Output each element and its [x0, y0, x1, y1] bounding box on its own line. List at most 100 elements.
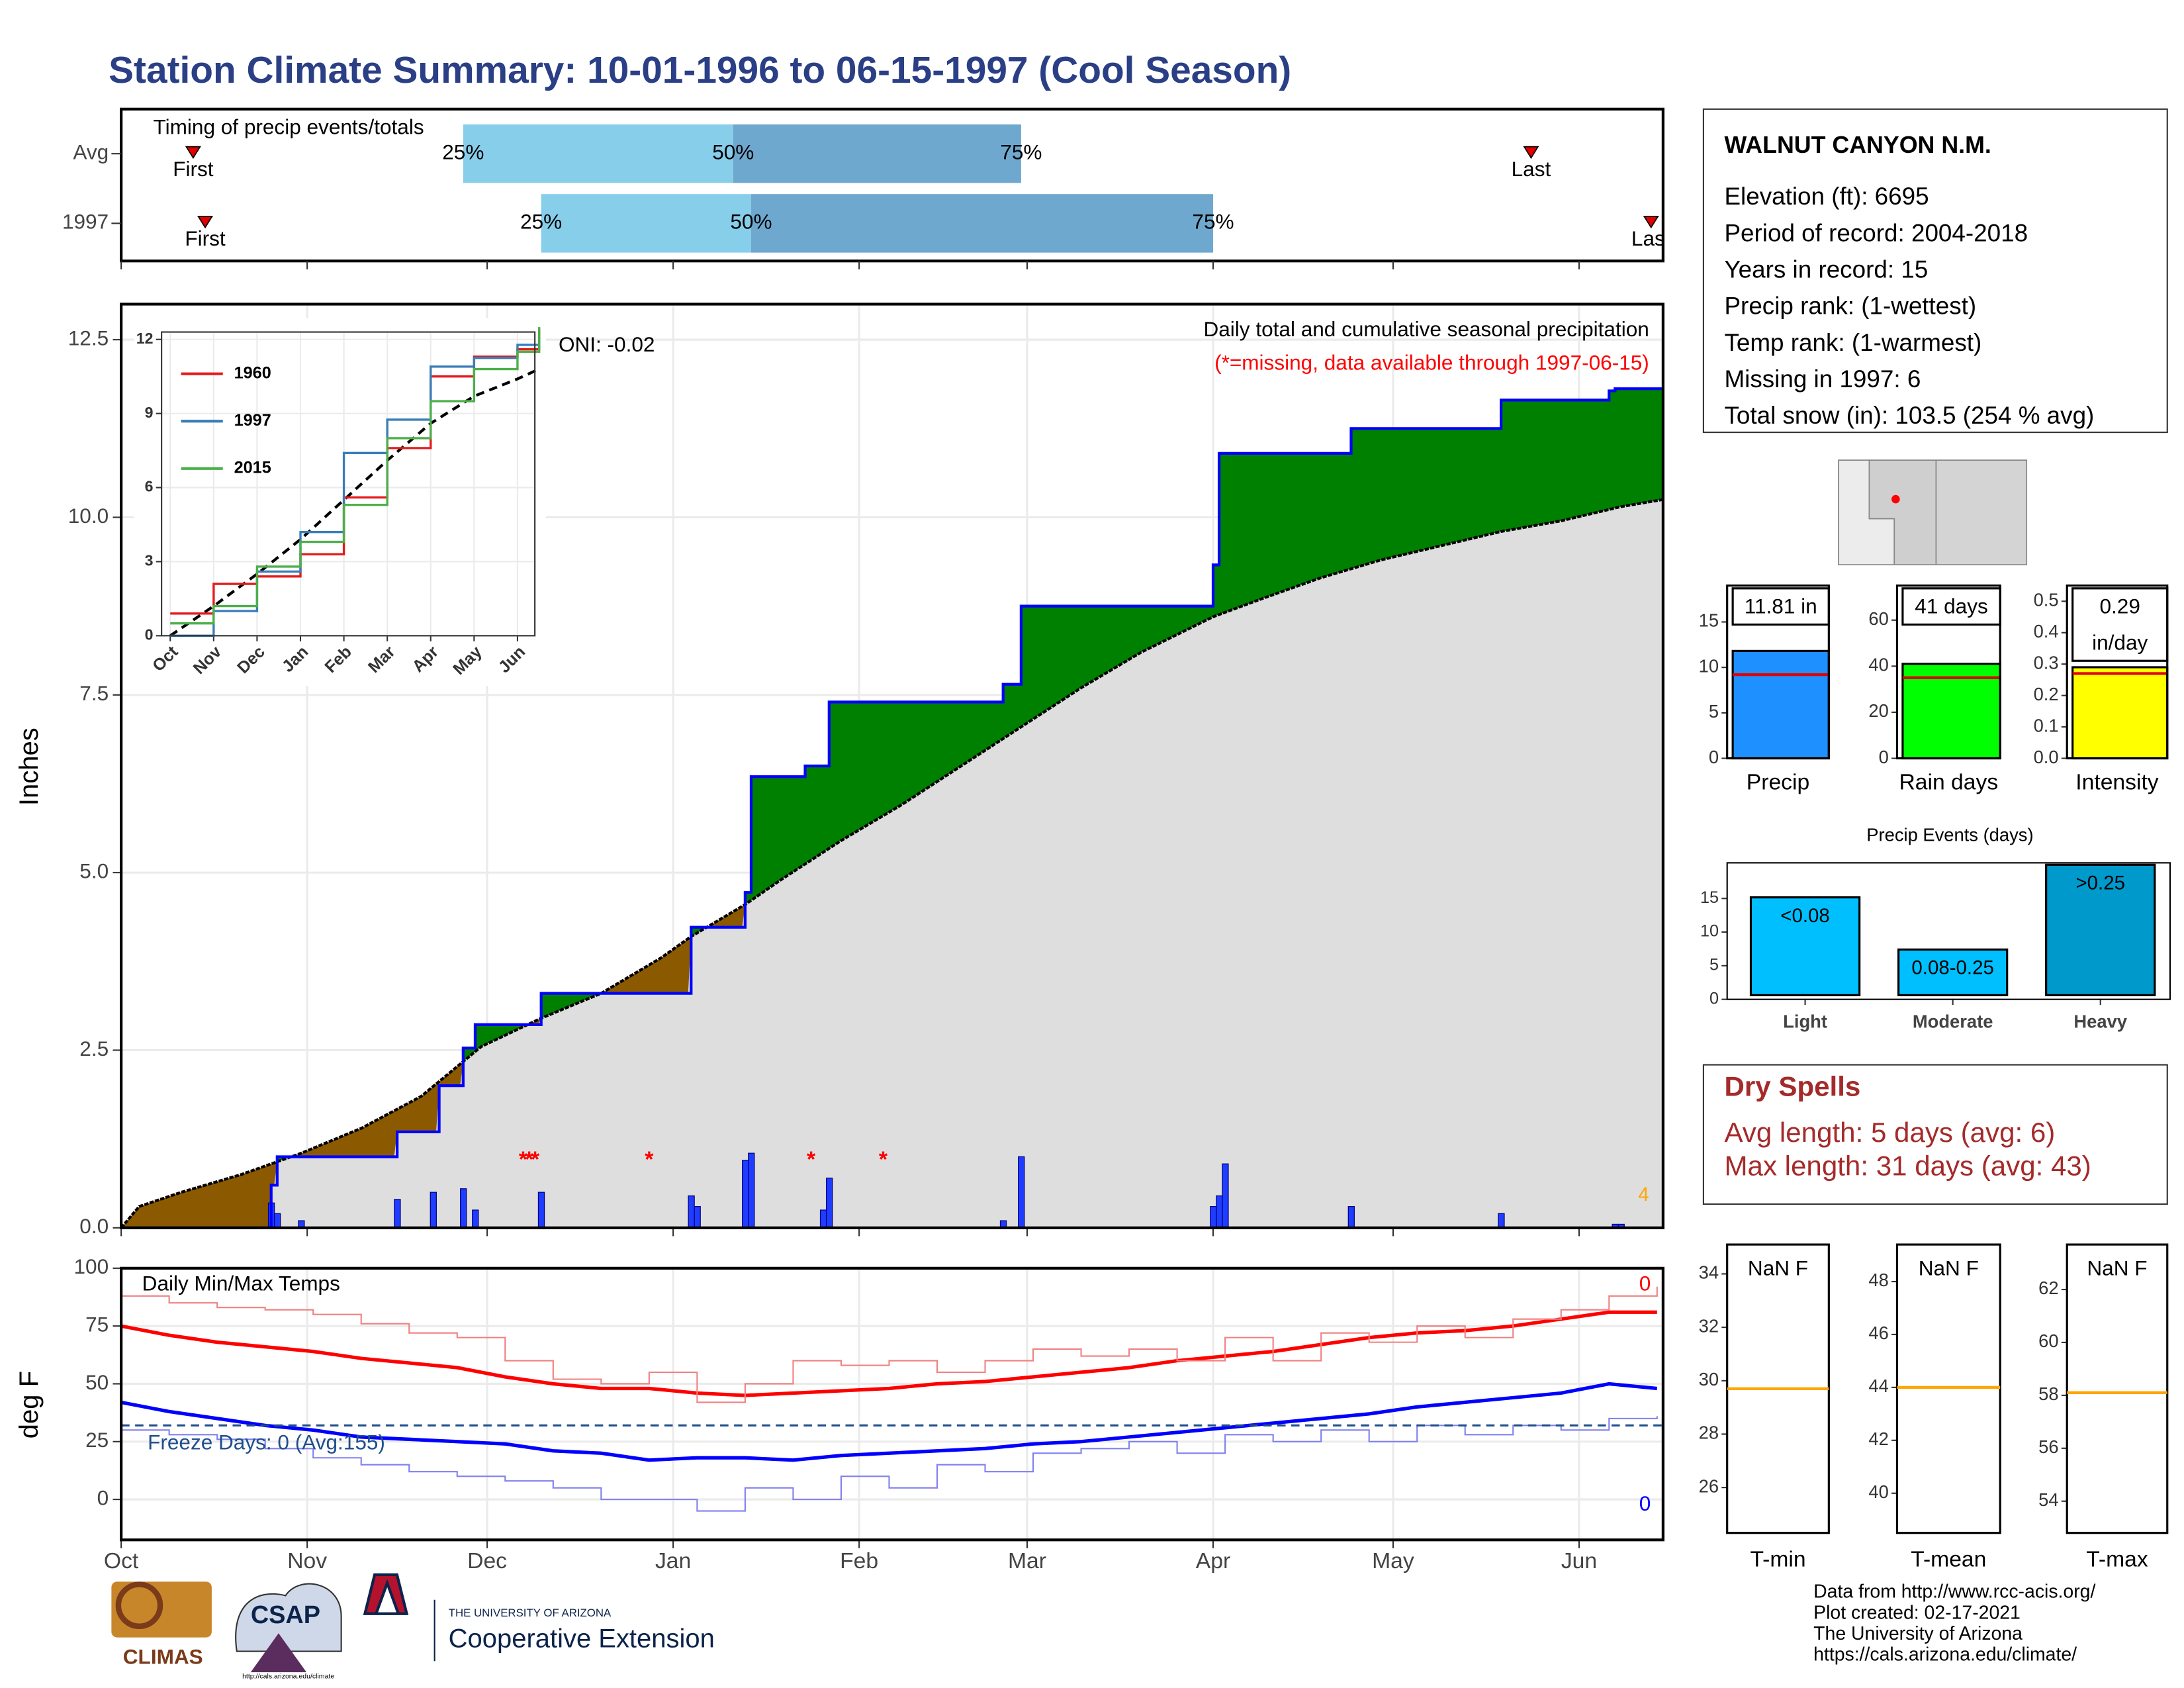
- missing-marker: *: [531, 1148, 540, 1172]
- x-tick-label: Apr: [1196, 1549, 1230, 1573]
- y-tick-label: 0: [97, 1485, 109, 1509]
- y-tick-label: 6: [145, 478, 154, 495]
- timing-plot: Timing of precip events/totals 25% 50% 75% F…: [154, 115, 1663, 253]
- y-tick-label: 20: [1868, 700, 1888, 721]
- legend-label: 2015: [234, 458, 271, 477]
- category-label: T-min: [1750, 1548, 1805, 1572]
- bar: [1901, 663, 2001, 760]
- y-tick-label: 50: [85, 1370, 109, 1394]
- y-tick-label: 10: [1700, 922, 1719, 941]
- station-name: WALNUT CANYON N.M.: [1724, 132, 1991, 158]
- daily-bar: [819, 1209, 827, 1228]
- event-marker: [1523, 146, 1539, 160]
- observed-line: [121, 387, 1663, 1228]
- y-tick-label: 62: [2038, 1278, 2058, 1298]
- value-box: [2071, 587, 2169, 662]
- range-lower: [463, 124, 733, 183]
- station-line: Total snow (in): 103.5 (254 % avg): [1724, 402, 2094, 429]
- y-tick-label: 3: [145, 552, 154, 569]
- bar: [2071, 666, 2169, 760]
- y-tick-label: 28: [1699, 1423, 1719, 1443]
- value-label: 11.81 in: [1745, 594, 1817, 618]
- y-tick-label: 44: [1868, 1376, 1888, 1396]
- event-marker: [197, 216, 214, 229]
- y-axis-label: deg F: [15, 1371, 44, 1438]
- row-label: Avg: [73, 140, 109, 164]
- missing-marker: *: [519, 1148, 528, 1172]
- daily-bar: [1498, 1213, 1505, 1228]
- logo-csap: CSAP: [251, 1601, 320, 1629]
- event-marker: [1643, 216, 1659, 229]
- y-tick-label: 0.1: [2034, 715, 2059, 735]
- daily-bar: [1216, 1195, 1223, 1228]
- station-line: Missing in 1997: 6: [1724, 365, 1921, 393]
- percentile-label: 25%: [442, 140, 484, 164]
- panel: [121, 1268, 1663, 1540]
- temp-line: [121, 1382, 1658, 1462]
- min-note: 0: [1639, 1491, 1651, 1515]
- y-tick-label: 15: [1700, 888, 1719, 907]
- y-tick-label: 7.5: [79, 681, 109, 705]
- daily-bar: [1018, 1156, 1025, 1228]
- category-label: Precip: [1747, 770, 1809, 794]
- y-tick-label: 60: [1868, 608, 1888, 629]
- max-note: 0: [1639, 1271, 1651, 1295]
- average-line: [121, 498, 1663, 1228]
- logo-extension: Cooperative Extension: [449, 1624, 715, 1653]
- y-tick-label: 100: [74, 1254, 109, 1278]
- frame: [1726, 585, 1830, 760]
- y-tick-label: 48: [1868, 1270, 1888, 1290]
- missing-marker: *: [645, 1148, 654, 1172]
- station-box: [1702, 108, 2168, 434]
- y-tick-label: 42: [1868, 1429, 1888, 1449]
- percentile-label: 75%: [1192, 210, 1234, 234]
- value-label: 0.08-0.25: [1911, 957, 1993, 979]
- panel-title: Timing of precip events/totals: [154, 115, 424, 139]
- inset-panel: [161, 332, 535, 636]
- logo-climas: CLIMAS: [123, 1644, 203, 1668]
- y-tick-label: 0: [1709, 747, 1719, 767]
- daily-bar: [694, 1205, 701, 1228]
- station-line: Period of record: 2004-2018: [1724, 219, 2028, 246]
- y-tick-label: 34: [1699, 1262, 1719, 1283]
- panel-title: Daily Min/Max Temps: [142, 1271, 340, 1295]
- value-label: 41 days: [1915, 594, 1988, 618]
- range-lower: [541, 194, 751, 253]
- y-tick-label: 0.3: [2034, 652, 2059, 673]
- daily-bar: [748, 1152, 755, 1228]
- temp-plot: [121, 1268, 1663, 1540]
- y-tick-label: 30: [1699, 1369, 1719, 1389]
- daily-bar: [1617, 1223, 1625, 1228]
- base-area: [121, 499, 1663, 1228]
- y-tick-label: 56: [2038, 1436, 2058, 1457]
- daily-bar: [1210, 1205, 1217, 1228]
- y-tick-label: 12.5: [68, 326, 109, 350]
- dry-spells-title: Dry Spells: [1724, 1070, 1860, 1102]
- main-plot: *** * * *: [121, 304, 1663, 1228]
- y-tick-label: 40: [1868, 1481, 1888, 1502]
- y-tick-label: 12: [136, 330, 154, 347]
- percentile-label: 75%: [1000, 140, 1042, 164]
- value-label: NaN F: [2087, 1256, 2147, 1280]
- daily-bar: [273, 1213, 281, 1228]
- y-tick-label: 10: [1699, 655, 1719, 676]
- dry-spells-line: Avg length: 5 days (avg: 6): [1724, 1117, 2055, 1148]
- value-box: [1731, 587, 1830, 626]
- bar: [1897, 948, 2009, 996]
- freeze-days: Freeze Days: 0 (Avg:155): [148, 1430, 385, 1454]
- y-tick-label: 40: [1868, 655, 1888, 675]
- daily-bar: [394, 1199, 401, 1228]
- value-label: <0.08: [1780, 905, 1830, 927]
- y-tick-label: 58: [2038, 1383, 2058, 1404]
- footer-line: Data from http://www.rcc-acis.org/: [1813, 1581, 2095, 1603]
- x-tick-label: Dec: [467, 1549, 507, 1573]
- value-label: >0.25: [2075, 872, 2125, 894]
- x-tick-label: Feb: [840, 1549, 878, 1573]
- y-tick-label: 9: [145, 404, 154, 421]
- logo-ua: THE UNIVERSITY OF ARIZONA: [449, 1607, 612, 1619]
- category-label: Heavy: [2073, 1011, 2127, 1032]
- y-tick-label: 0.5: [2034, 590, 2059, 610]
- y-tick-label: 54: [2038, 1489, 2058, 1510]
- y-tick-label: 5: [1709, 956, 1719, 974]
